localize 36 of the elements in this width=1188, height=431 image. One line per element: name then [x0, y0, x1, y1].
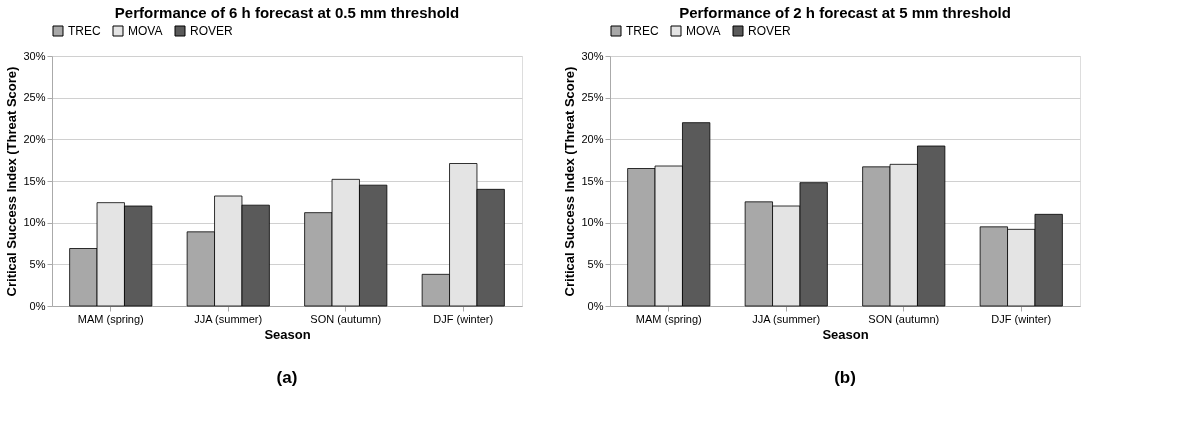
x-tick-label: DJF (winter)	[433, 312, 494, 325]
chart-title: Performance of 2 h forecast at 5 mm threshold	[679, 4, 1011, 21]
x-axis-title: Season	[822, 326, 869, 342]
y-tick-label: 20%	[23, 132, 46, 145]
x-tick-label: DJF (winter)	[991, 312, 1052, 325]
y-axis-title: Critical Success Index (Threat Score)	[4, 66, 20, 297]
x-tick-label: SON (autumn)	[310, 312, 382, 325]
x-tick-label: SON (autumn)	[868, 312, 940, 325]
y-tick-label: 15%	[581, 174, 604, 187]
y-tick-label: 5%	[29, 257, 46, 270]
x-tick-label: JJA (summer)	[752, 312, 821, 325]
y-tick-label: 30%	[23, 49, 46, 62]
legend-label: MOVA	[128, 24, 163, 38]
x-tick-label: MAM (spring)	[77, 312, 144, 325]
legend-label: TREC	[68, 24, 101, 38]
y-tick-label: 10%	[581, 216, 604, 229]
y-tick-label: 20%	[581, 132, 604, 145]
legend-label: ROVER	[190, 24, 234, 38]
text: (b)	[834, 368, 856, 387]
y-tick-label: 5%	[587, 257, 604, 270]
y-tick-label: 25%	[23, 91, 46, 104]
x-tick-label: JJA (summer)	[194, 312, 263, 325]
legend-label: MOVA	[686, 24, 721, 38]
y-tick-label: 15%	[23, 174, 46, 187]
y-axis-title: Critical Success Index (Threat Score)	[562, 66, 578, 297]
y-tick-label: 0%	[587, 299, 604, 312]
text: (a)	[276, 368, 298, 387]
y-tick-label: 0%	[29, 299, 46, 312]
x-axis-title: Season	[264, 326, 311, 342]
legend-label: ROVER	[748, 24, 792, 38]
y-tick-label: 30%	[581, 49, 604, 62]
y-tick-label: 25%	[581, 91, 604, 104]
chart-title: Performance of 6 h forecast at 0.5 mm threshold	[114, 4, 460, 21]
legend-label: TREC	[626, 24, 659, 38]
y-tick-label: 10%	[23, 216, 46, 229]
x-tick-label: MAM (spring)	[635, 312, 702, 325]
